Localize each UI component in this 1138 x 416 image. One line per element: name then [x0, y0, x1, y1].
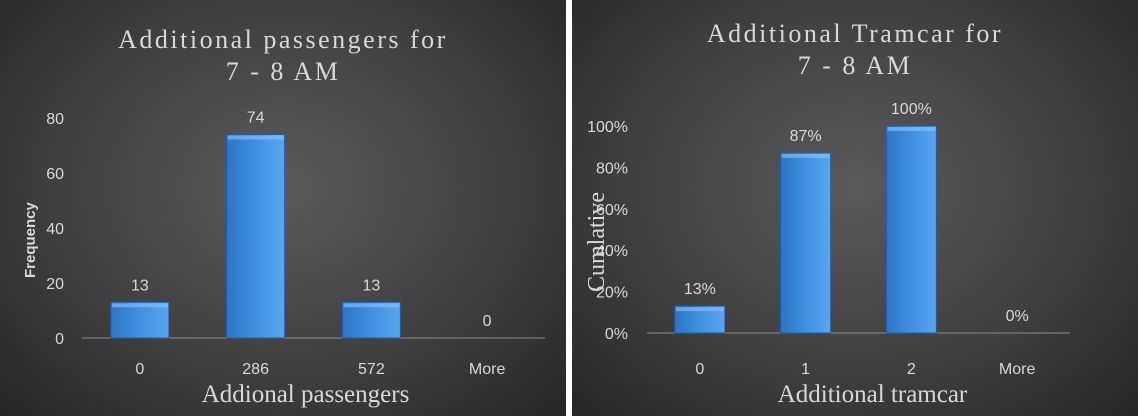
bar: [226, 134, 286, 339]
chart-panel-passengers: Additional passengers for 7 - 8 AM 0 20 40…: [0, 0, 566, 416]
chart-title-line-2: 7 - 8 AM: [797, 51, 913, 80]
bar-highlight: [111, 303, 168, 308]
bar-highlight: [343, 303, 400, 308]
y-tick-label: 80%: [596, 160, 628, 177]
data-label: 0: [483, 313, 492, 330]
data-label: 100%: [891, 101, 932, 118]
y-tick-label: 60: [46, 166, 64, 183]
x-axis-label: Additional tramcar: [777, 381, 968, 408]
data-label: 0%: [1006, 308, 1029, 325]
bar: [885, 125, 937, 334]
y-tick-label: 0%: [605, 326, 628, 343]
y-tick-label: 100%: [587, 119, 628, 136]
y-axis-label: Cumlative: [584, 192, 610, 292]
y-tick-label: 60%: [596, 202, 628, 219]
bar: [780, 152, 832, 334]
x-tick-label: 572: [358, 361, 385, 378]
data-label: 87%: [790, 128, 822, 145]
chart-title: Additional Tramcar for 7 - 8 AM: [572, 18, 1138, 82]
y-tick-label: 40: [46, 221, 64, 238]
x-tick-label: 0: [135, 361, 144, 378]
data-label: 13%: [684, 281, 716, 298]
x-tick-label: 1: [801, 361, 810, 378]
bar-highlight: [887, 127, 936, 131]
chart-title-line-1: Additional Tramcar for: [706, 19, 1004, 48]
chart-panel-tramcar: Additional Tramcar for 7 - 8 AM 0% 20% 40%…: [572, 0, 1138, 416]
bar-highlight: [675, 307, 724, 312]
y-axis-label: Frequency: [22, 202, 39, 278]
bar: [110, 301, 170, 339]
chart-title-line-1: Additional passengers for: [118, 25, 448, 54]
y-tick-label: 20%: [596, 285, 628, 302]
x-tick-label: More: [999, 361, 1036, 378]
y-tick-label: 40%: [596, 243, 628, 260]
bar-highlight: [227, 135, 284, 140]
y-tick-label: 80: [46, 111, 64, 128]
x-tick-label: 286: [242, 361, 269, 378]
x-tick-label: More: [469, 361, 506, 378]
chart-title-line-2: 7 - 8 AM: [225, 57, 341, 86]
data-label: 74: [247, 110, 265, 127]
bar-chart-passengers: 0 20 40 60 80 13 0 74 286 13 572 0 More: [46, 110, 545, 378]
bar-highlight: [781, 153, 830, 158]
y-tick-label: 20: [46, 276, 64, 293]
chart-title: Additional passengers for 7 - 8 AM: [0, 24, 566, 88]
x-axis-label: Addional passengers: [201, 381, 410, 408]
bar: [341, 301, 401, 339]
data-label: 13: [131, 277, 149, 294]
x-tick-label: 2: [907, 361, 916, 378]
data-label: 13: [362, 277, 380, 294]
x-tick-label: 0: [695, 361, 704, 378]
y-tick-label: 0: [55, 331, 64, 348]
